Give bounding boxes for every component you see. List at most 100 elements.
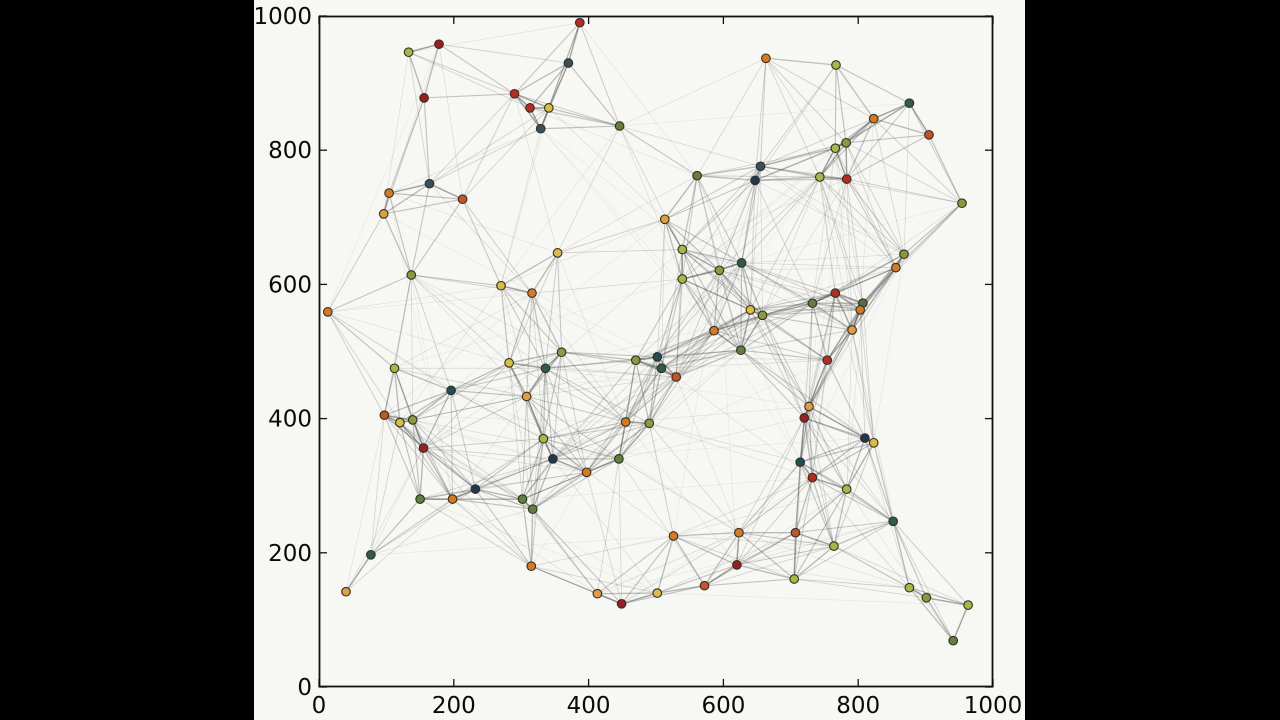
graph-edge — [675, 309, 751, 378]
graph-edge — [803, 417, 894, 522]
graph-edge — [399, 422, 476, 490]
y-tick-label-800: 800 — [268, 138, 312, 164]
graph-edge — [384, 414, 476, 490]
graph-edge — [514, 62, 569, 95]
graph-edge — [808, 406, 894, 522]
graph-edge — [545, 249, 683, 369]
graph-edge — [661, 267, 897, 369]
graph-edge — [424, 93, 515, 99]
graph-edge — [803, 303, 813, 418]
graph-edge — [423, 447, 532, 567]
graph-edge — [438, 44, 463, 200]
graph-edge — [543, 438, 620, 460]
y-tick-label-200: 200 — [268, 541, 312, 567]
graph-edge — [451, 376, 677, 391]
graph-edge — [812, 302, 861, 311]
graph-edge — [410, 198, 464, 276]
graph-edge — [800, 442, 874, 463]
graph-edge — [500, 252, 558, 287]
graph-edge — [419, 498, 658, 594]
graph-edge — [531, 368, 546, 567]
graph-node — [419, 93, 429, 103]
graph-edge — [892, 521, 954, 641]
graph-edge — [762, 315, 810, 407]
graph-edge — [846, 118, 875, 180]
graph-node — [692, 170, 702, 181]
graph-edge — [808, 267, 897, 407]
graph-edge — [531, 252, 559, 294]
graph-node — [671, 372, 682, 382]
graph-edge — [908, 102, 930, 136]
graph-edge — [531, 565, 598, 595]
graph-edge — [819, 176, 861, 311]
graph-edge — [635, 262, 742, 361]
graph-edge — [526, 396, 587, 473]
graph-edge — [514, 93, 558, 253]
graph-edge — [596, 458, 620, 594]
graph-edge — [625, 176, 821, 423]
graph-edge — [681, 175, 698, 250]
graph-edge — [370, 415, 385, 555]
graph-edge — [635, 360, 650, 424]
graph-edge — [383, 52, 409, 214]
graph-edge — [750, 176, 821, 311]
graph-edge — [661, 359, 828, 369]
graph-edge — [675, 376, 740, 533]
graph-edge — [799, 461, 848, 490]
graph-edge — [531, 292, 626, 423]
graph-edge — [532, 508, 598, 595]
graph-edge — [411, 274, 453, 500]
graph-edge — [675, 249, 683, 378]
graph-edge — [819, 142, 847, 178]
graph-edge — [388, 128, 541, 194]
graph-edge — [673, 535, 834, 547]
graph-node — [581, 467, 592, 478]
graph-edge — [621, 592, 658, 605]
graph-edge — [545, 368, 588, 473]
letterbox-right — [1025, 0, 1280, 720]
graph-node — [470, 484, 481, 494]
graph-edge — [635, 359, 677, 378]
graph-edge — [327, 213, 385, 313]
graph-edge — [845, 118, 875, 144]
graph-node — [521, 391, 532, 402]
graph-edge — [526, 395, 626, 423]
graph-edge — [704, 532, 796, 587]
graph-edge — [673, 532, 739, 537]
graph-edge — [795, 488, 848, 534]
graph-edge — [345, 447, 424, 592]
x-tick-label-200: 200 — [432, 693, 476, 719]
graph-edge — [795, 531, 835, 547]
graph-edge — [522, 458, 554, 500]
graph-edge — [586, 458, 620, 473]
graph-edge — [370, 498, 453, 556]
graph-edge — [681, 249, 763, 316]
graph-edge — [762, 302, 813, 316]
graph-edge — [682, 176, 820, 280]
graph-edge — [713, 330, 742, 351]
graph-edge — [673, 270, 720, 537]
graph-edge — [676, 302, 813, 378]
graph-svg: 0 200 400 600 800 1000 0 200 400 600 800 1000 — [254, 4, 1022, 719]
graph-edge — [618, 360, 637, 459]
graph-edge — [412, 362, 510, 421]
graph-node — [620, 417, 631, 427]
graph-edge — [532, 423, 650, 510]
graph-edge — [586, 359, 828, 473]
graph-edge — [908, 587, 954, 642]
graph-edge — [383, 213, 412, 276]
graph-edge — [500, 107, 550, 286]
graph-node — [757, 310, 768, 321]
graph-edge — [819, 176, 897, 268]
graph-edge — [675, 262, 742, 378]
graph-edge — [750, 166, 761, 310]
x-tick-label-600: 600 — [701, 693, 745, 719]
graph-edge — [635, 278, 683, 361]
graph-edge — [765, 57, 874, 120]
graph-edge — [522, 471, 587, 500]
graph-edge — [736, 520, 894, 566]
graph-edge — [740, 262, 764, 316]
x-tick-label-800: 800 — [836, 693, 880, 719]
graph-edge — [462, 107, 550, 200]
